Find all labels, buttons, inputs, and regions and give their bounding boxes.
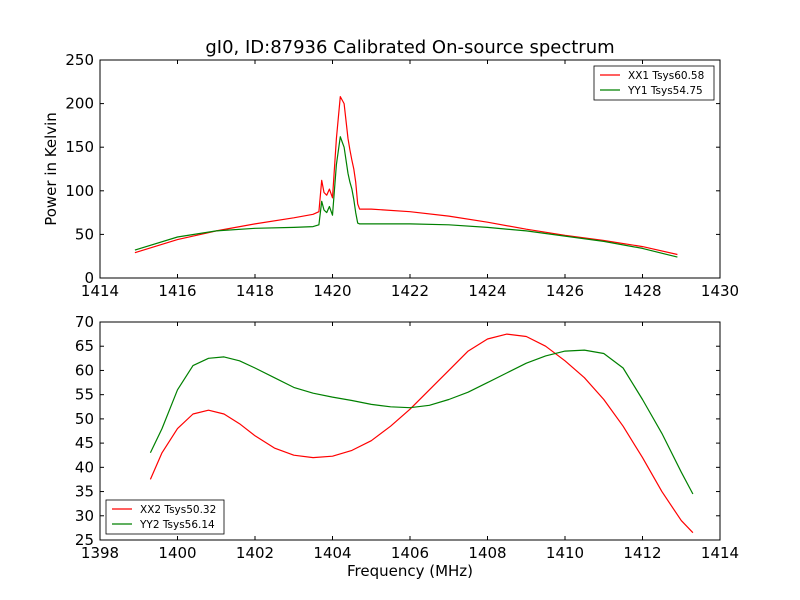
y-tick-label: 30: [75, 507, 94, 525]
legend: XX1 Tsys60.58 YY1 Tsys54.75: [593, 65, 715, 101]
y-tick-label: 200: [65, 95, 94, 113]
x-tick-label: 1428: [623, 282, 661, 300]
y-axis-label: Power in Kelvin: [42, 112, 60, 226]
legend-box: [105, 499, 225, 535]
series-line-1: [134, 95, 678, 256]
y-tick-label: 250: [65, 51, 94, 69]
figure-title: gI0, ID:87936 Calibrated On-source spect…: [205, 37, 614, 58]
x-tick-label: 1402: [236, 544, 274, 562]
x-tick-label: 1400: [158, 544, 196, 562]
x-tick-label: 1422: [391, 282, 429, 300]
bottom-spectrum-chart: 1398 1400 1402 1404 1406 1408 1410 1412 1414 25 30…: [75, 313, 739, 580]
x-tick-label: 1426: [546, 282, 584, 300]
x-tick-label: 1424: [468, 282, 506, 300]
x-tick-label: 1408: [468, 544, 506, 562]
series-line-1: [149, 333, 694, 534]
y-tick-label: 65: [75, 337, 94, 355]
x-tick-label: 1414: [701, 544, 739, 562]
y-tick-label: 55: [75, 386, 94, 404]
y-tick-label: 45: [75, 434, 94, 452]
series-line-2: [134, 136, 678, 258]
y-tick-label: 35: [75, 483, 94, 501]
y-tick-label: 150: [65, 138, 94, 156]
y-tick-label: 50: [75, 410, 94, 428]
y-tick-label: 40: [75, 458, 94, 476]
x-tick-label: 1406: [391, 544, 429, 562]
legend: XX2 Tsys50.32 YY2 Tsys56.14: [105, 499, 225, 535]
legend-label: YY2 Tsys56.14: [139, 519, 215, 531]
y-tick-label: 70: [75, 313, 94, 331]
x-tick-label: 1412: [623, 544, 661, 562]
y-tick-label: 0: [84, 269, 94, 287]
legend-label: YY1 Tsys54.75: [627, 85, 703, 97]
legend-label: XX1 Tsys60.58: [628, 70, 704, 82]
x-axis-label: Frequency (MHz): [347, 562, 473, 580]
y-tick-label: 25: [75, 531, 94, 549]
legend-box: [593, 65, 715, 101]
y-tick-label: 50: [75, 225, 94, 243]
legend-label: XX2 Tsys50.32: [140, 504, 216, 516]
x-tick-label: 1430: [701, 282, 739, 300]
x-tick-label: 1416: [158, 282, 196, 300]
x-tick-label: 1404: [313, 544, 351, 562]
y-tick-label: 100: [65, 182, 94, 200]
x-tick-label: 1414: [81, 282, 119, 300]
x-tick-label: 1398: [81, 544, 119, 562]
series-line-2: [149, 349, 694, 495]
top-spectrum-chart: 1414 1416 1418 1420 1422 1424 1426 1428 1430 0 50 1…: [42, 51, 739, 300]
x-tick-label: 1420: [313, 282, 351, 300]
x-tick-label: 1410: [546, 544, 584, 562]
y-tick-label: 60: [75, 361, 94, 379]
x-tick-label: 1418: [236, 282, 274, 300]
